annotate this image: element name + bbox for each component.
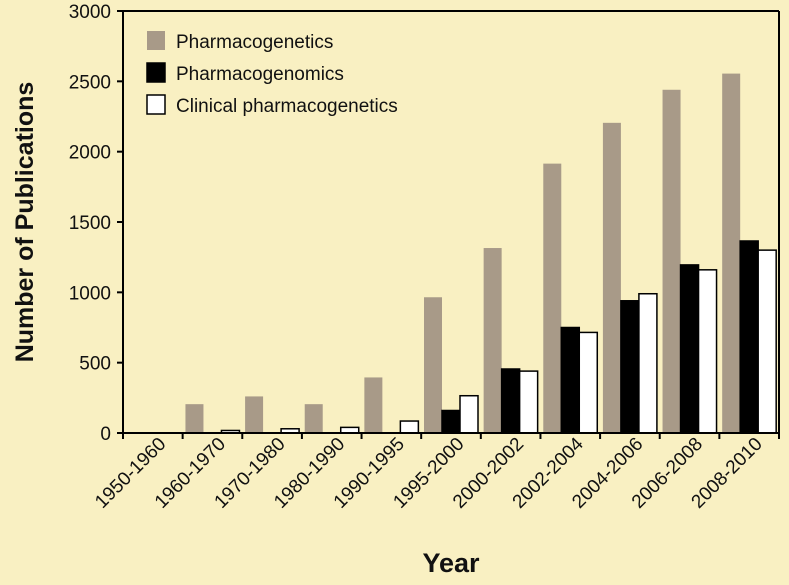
bar-1-1980-1990 <box>304 404 323 433</box>
y-axis-title: Number of Publications <box>11 82 39 363</box>
bar-2-1995-2000 <box>441 409 461 434</box>
bar-3-2004-2006 <box>638 292 658 434</box>
bar-3-2008-2010 <box>757 249 777 434</box>
bar-2-2004-2006 <box>620 300 640 434</box>
y-tick-label: 2000 <box>69 143 111 164</box>
y-tick-label: 3000 <box>69 2 111 23</box>
bar-3-1990-1995 <box>399 420 420 434</box>
bar-1-2000-2002 <box>483 248 502 433</box>
y-tick-label: 1500 <box>69 213 111 234</box>
bar-2-2008-2010 <box>739 240 759 434</box>
y-tick-label: 2500 <box>69 72 111 93</box>
x-axis-title: Year <box>422 548 480 578</box>
bar-2-2006-2008 <box>679 264 700 434</box>
legend: Pharmacogenetics Pharmacogenomics Clinical… <box>146 31 398 117</box>
y-tick-label: 500 <box>79 354 111 375</box>
bar-3-2002-2004 <box>578 331 599 434</box>
legend-swatch-3 <box>146 94 166 115</box>
bar-2-2000-2002 <box>500 368 521 434</box>
bar-1-2004-2006 <box>602 122 621 433</box>
bar-3-2006-2008 <box>697 269 718 434</box>
bar-1-1995-2000 <box>424 297 442 433</box>
bar-1-1990-1995 <box>364 377 383 433</box>
legend-swatch-1 <box>147 31 165 50</box>
bar-3-1995-2000 <box>459 394 479 434</box>
legend-label-2: Pharmacogenomics <box>176 64 344 85</box>
y-tick-label: 1000 <box>69 283 111 304</box>
bars-layer <box>185 73 777 434</box>
bar-1-2002-2004 <box>543 163 562 433</box>
bar-1-2006-2008 <box>662 89 681 434</box>
bar-1-1960-1970 <box>185 404 204 433</box>
bar-1-2008-2010 <box>722 73 741 433</box>
bar-3-2000-2002 <box>518 370 539 434</box>
legend-label-1: Pharmacogenetics <box>176 32 333 53</box>
bar-2-2002-2004 <box>560 326 581 434</box>
legend-swatch-2 <box>146 62 166 83</box>
legend-label-3: Clinical pharmacogenetics <box>176 96 398 117</box>
bar-1-1970-1980 <box>245 396 264 433</box>
y-tick-label: 0 <box>100 424 111 445</box>
